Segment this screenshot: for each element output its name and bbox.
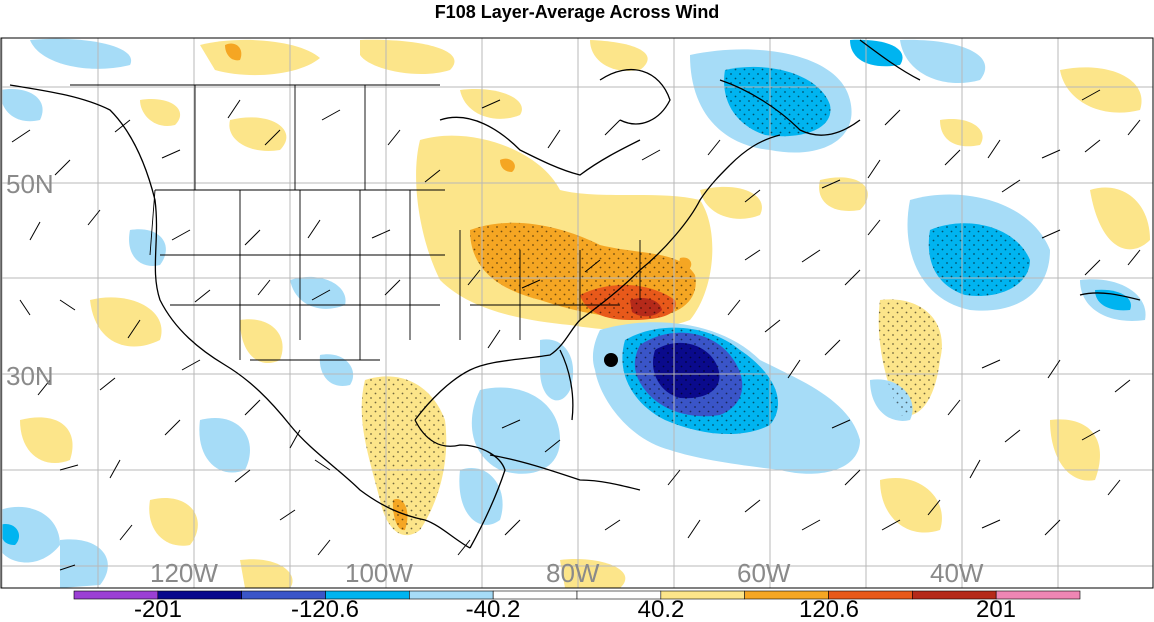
wind-barbs	[11, 89, 1141, 571]
lon-label-80w: 80W	[546, 558, 600, 588]
colorbar-swatch	[995, 590, 1081, 600]
lat-lon-grid	[1, 38, 1153, 588]
map-field	[1, 38, 1153, 588]
storm-center-dot	[604, 353, 618, 367]
significance-stipple	[361, 66, 1030, 536]
political-borders	[70, 84, 641, 361]
lon-label-40w: 40W	[930, 558, 984, 588]
colorbar-label-6: 201	[976, 596, 1016, 622]
lat-label-30n: 30N	[6, 361, 54, 391]
colorbar	[73, 590, 1081, 600]
lon-label-120w: 120W	[150, 558, 218, 588]
colorbar-label-4: 40.2	[638, 596, 685, 622]
lon-label-100w: 100W	[345, 558, 413, 588]
lon-label-60w: 60W	[737, 558, 791, 588]
colorbar-label-3: -40.2	[466, 596, 521, 622]
map-title: F108 Layer-Average Across Wind	[434, 2, 720, 22]
map-frame	[0, 37, 1154, 589]
lat-label-50n: 50N	[6, 169, 54, 199]
colorbar-label-1: -201	[134, 596, 182, 622]
colorbar-label-2: -120.6	[291, 596, 359, 622]
colorbar-label-5: 120.6	[799, 596, 859, 622]
